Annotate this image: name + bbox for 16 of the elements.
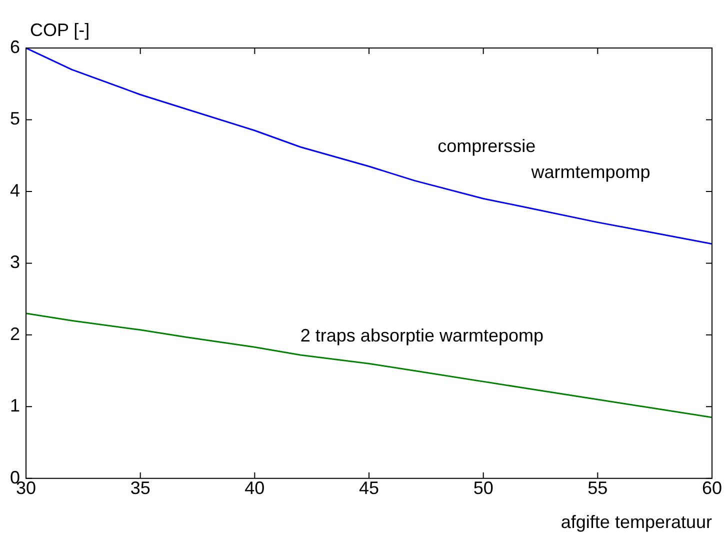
series-label: 2 traps absorptie warmtepomp [300, 325, 544, 346]
series-label: comprerssie warmtempomp [438, 136, 650, 182]
x-tick-label: 40 [244, 478, 265, 498]
y-tick-label: 1 [10, 396, 20, 416]
y-axis-title: COP [-] [30, 20, 90, 40]
x-tick-label: 45 [358, 478, 380, 498]
y-tick-label: 3 [10, 252, 20, 272]
x-axis-title: afgifte temperatuur [560, 512, 712, 532]
y-tick-label: 2 [10, 324, 20, 344]
y-tick-label: 4 [10, 180, 20, 200]
x-tick-label: 35 [130, 478, 150, 498]
y-tick-label: 5 [10, 108, 20, 129]
x-tick-label: 50 [473, 478, 494, 498]
y-tick-label: 6 [10, 36, 20, 57]
x-tick-label: 60 [702, 478, 722, 498]
x-tick-label: 55 [588, 478, 608, 498]
